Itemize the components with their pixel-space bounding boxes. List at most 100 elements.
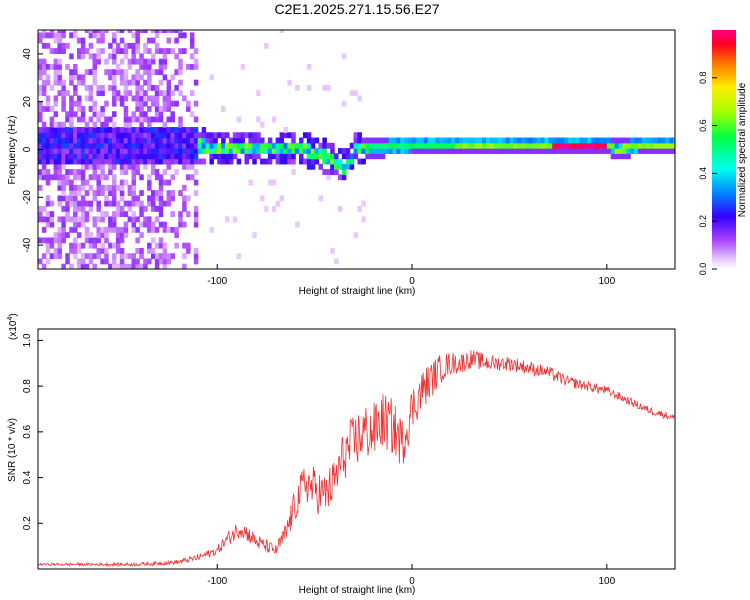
heatmap-cell (53, 74, 59, 81)
heatmap-cell (69, 216, 74, 223)
heatmap-cell (147, 200, 152, 207)
heatmap-cell (439, 137, 444, 144)
heatmap-cell (41, 174, 47, 181)
heatmap-cell (252, 137, 257, 144)
heatmap-cell (45, 211, 51, 218)
heatmap-cell (166, 226, 172, 233)
heatmap-cell (96, 200, 101, 207)
heatmap-cell (143, 263, 148, 269)
heatmap-cell (166, 132, 172, 139)
heatmap-cell (53, 142, 59, 149)
heatmap-cell (182, 195, 187, 202)
heatmap-cell (100, 32, 105, 39)
heatmap-cell (45, 142, 51, 149)
heatmap-cell (123, 142, 129, 149)
heatmap-cell (186, 142, 191, 149)
heatmap-cell (649, 148, 655, 154)
heatmap-cell (115, 48, 121, 55)
heatmap-cell (100, 158, 105, 165)
heatmap-cell (123, 53, 129, 60)
heatmap-cell (154, 69, 160, 76)
heatmap-cell (310, 137, 316, 144)
heatmap-cell (127, 184, 133, 191)
heatmap-cell (112, 211, 117, 218)
heatmap-cell (182, 137, 187, 144)
heatmap-cell (170, 195, 175, 202)
heatmap-cell (76, 48, 82, 55)
heatmap-cell (139, 90, 144, 97)
heatmap-cell (143, 63, 148, 70)
heatmap-cell (123, 121, 129, 128)
heatmap-cell (104, 200, 109, 207)
heatmap-cell (76, 132, 82, 139)
heatmap-cell (100, 148, 105, 154)
heatmap-cell (357, 142, 362, 149)
heatmap-cell (193, 258, 199, 265)
heatmap-cell (100, 190, 105, 196)
heatmap-cell (108, 226, 113, 233)
heatmap-cell (76, 127, 82, 133)
y-tick-label: 0 (22, 146, 33, 152)
heatmap-cell (517, 137, 522, 144)
heatmap-cell (88, 32, 94, 39)
heatmap-cell (170, 137, 175, 144)
heatmap-cell (147, 79, 152, 86)
heatmap-cell (431, 142, 436, 149)
heatmap-cell (439, 142, 444, 149)
heatmap-cell (135, 163, 140, 170)
heatmap-cell (61, 32, 66, 39)
heatmap-cell (641, 137, 647, 144)
heatmap-cell (470, 137, 475, 144)
heatmap-cell (131, 148, 137, 154)
heatmap-cell (571, 148, 577, 154)
heatmap-cell (84, 142, 90, 149)
heatmap-cell (84, 132, 90, 139)
heatmap-cell (326, 142, 331, 149)
heatmap-cell (53, 48, 59, 55)
heatmap-cell (345, 148, 351, 154)
heatmap-cell (123, 232, 129, 239)
heatmap-cell (622, 142, 627, 149)
heatmap-cell (84, 158, 90, 165)
heatmap-cell (80, 221, 86, 228)
heatmap-cell (53, 32, 59, 39)
heatmap-cell (135, 200, 140, 207)
heatmap-cell (41, 121, 47, 128)
heatmap-cell (162, 226, 168, 233)
heatmap-cell (154, 30, 160, 33)
heatmap-cell (147, 158, 152, 165)
heatmap-cell (147, 216, 152, 223)
heatmap-cell (139, 84, 144, 91)
heatmap-cell (591, 142, 596, 149)
heatmap-cell (322, 169, 327, 175)
heatmap-cell (69, 142, 74, 149)
heatmap-cell (556, 142, 561, 149)
heatmap-cell (162, 242, 168, 249)
heatmap-cell (517, 142, 522, 149)
heatmap-cell (65, 258, 70, 265)
heatmap-cell (240, 63, 246, 70)
heatmap-cell (357, 95, 362, 102)
heatmap-cell (45, 63, 51, 70)
heatmap-cell (119, 184, 125, 191)
heatmap-cell (57, 148, 62, 154)
heatmap-cell (127, 42, 133, 49)
heatmap-cell (501, 142, 507, 149)
heatmap-cell (162, 200, 168, 207)
heatmap-cell (88, 142, 94, 149)
heatmap-cell (135, 79, 140, 86)
heatmap-cell (193, 142, 199, 149)
heatmap-cell (41, 226, 47, 233)
snr-scale-exp: 4 (7, 317, 14, 321)
heatmap-cell (131, 116, 137, 123)
heatmap-cell (150, 84, 156, 91)
heatmap-cell (415, 137, 421, 144)
heatmap-cell (104, 247, 109, 254)
heatmap-cell (287, 158, 292, 165)
heatmap-cell (583, 148, 588, 154)
spectrogram-y-label: Frequency (Hz) (7, 116, 18, 185)
spectrogram-x-ticks: -100 0 100 (207, 264, 616, 287)
heatmap-cell (170, 30, 175, 33)
heatmap-cell (53, 132, 59, 139)
heatmap-cell (119, 148, 125, 154)
